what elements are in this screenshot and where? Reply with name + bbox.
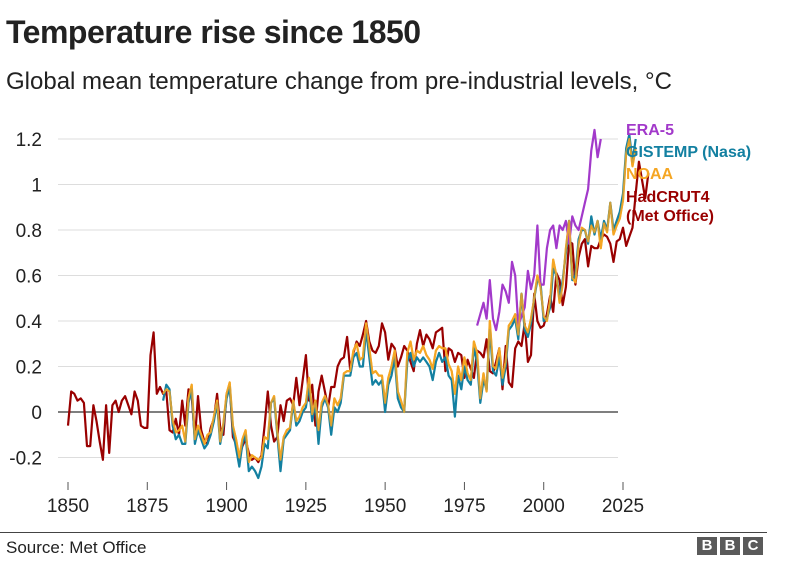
y-tick-label: -0.2 xyxy=(9,449,42,470)
y-tick-label: 0.2 xyxy=(16,358,42,379)
footer-divider xyxy=(0,532,767,533)
series-line-hadcrut4-met-office xyxy=(66,160,650,464)
y-tick-label: 0.8 xyxy=(16,221,42,242)
x-tick-label: 1975 xyxy=(443,496,485,517)
x-axis-ticks: 1850 1875 1900 1925 1950 1975 2000 2025 xyxy=(47,482,644,517)
bbc-logo-letter: B xyxy=(697,537,717,555)
x-tick-label: 1925 xyxy=(285,496,327,517)
series-line-noaa-overlay xyxy=(162,138,637,464)
legend-item-gistemp-nasa: GISTEMP (Nasa) xyxy=(626,144,751,161)
series-line-era-5 xyxy=(476,128,602,332)
y-tick-label: 1.2 xyxy=(16,130,42,151)
temperature-chart: -0.2 0 0.2 0.4 0.6 0.8 1 1.2 1850 1875 1900 1925 19… xyxy=(9,122,751,517)
source-note: Source: Met Office xyxy=(6,538,147,557)
legend-item-era-5: ERA-5 xyxy=(626,122,674,139)
x-tick-label: 1875 xyxy=(126,496,168,517)
bbc-logo-letter: B xyxy=(720,537,740,555)
chart-title: Temperature rise since 1850 xyxy=(6,14,421,50)
x-tick-label: 2000 xyxy=(523,496,565,517)
bbc-logo: B B C xyxy=(697,537,763,555)
bbc-logo-letter: C xyxy=(743,537,763,555)
x-tick-label: 1950 xyxy=(364,496,406,517)
x-tick-label: 2025 xyxy=(602,496,644,517)
x-tick-label: 1900 xyxy=(205,496,247,517)
legend: ERA-5 GISTEMP (Nasa) NOAA HadCRUT4 (Met Offi… xyxy=(626,122,751,225)
chart-subtitle: Global mean temperature change from pre-… xyxy=(6,68,672,95)
series-lines xyxy=(66,128,650,480)
x-tick-label: 1850 xyxy=(47,496,89,517)
y-tick-label: 1 xyxy=(31,176,42,197)
y-axis-ticks: -0.2 0 0.2 0.4 0.6 0.8 1 1.2 xyxy=(9,130,42,470)
legend-item-noaa: NOAA xyxy=(626,166,674,183)
legend-item-hadcrut4-met-office: HadCRUT4 xyxy=(626,189,710,206)
legend-item-hadcrut4-met-office: (Met Office) xyxy=(626,208,714,225)
series-line-noaa xyxy=(162,137,637,464)
y-tick-label: 0 xyxy=(31,403,42,424)
y-tick-label: 0.4 xyxy=(16,312,43,333)
y-tick-label: 0.6 xyxy=(16,267,42,288)
